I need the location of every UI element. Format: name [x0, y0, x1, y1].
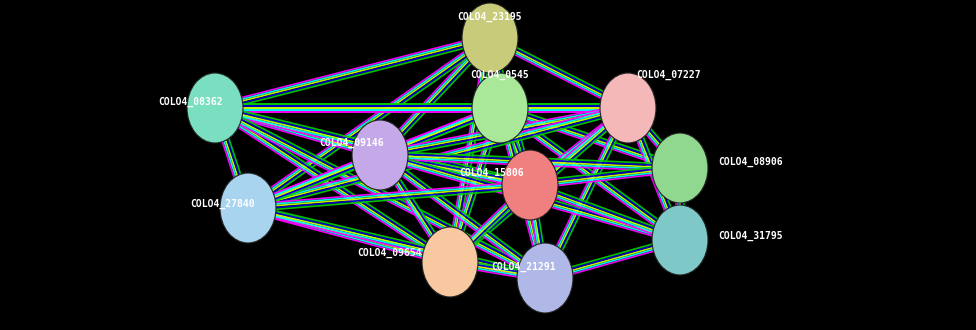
Text: COLO4_07227: COLO4_07227	[636, 70, 701, 80]
Ellipse shape	[517, 243, 573, 313]
Ellipse shape	[462, 3, 518, 73]
Ellipse shape	[422, 227, 478, 297]
Text: COLO4_09146: COLO4_09146	[320, 138, 385, 148]
Text: COLO4_23195: COLO4_23195	[458, 12, 522, 22]
Ellipse shape	[600, 73, 656, 143]
Text: COLO4_09654: COLO4_09654	[357, 248, 423, 258]
Ellipse shape	[472, 73, 528, 143]
Text: COLO4_08906: COLO4_08906	[718, 157, 783, 167]
Text: COLO4_27840: COLO4_27840	[190, 199, 255, 209]
Ellipse shape	[220, 173, 276, 243]
Text: COLO4_08362: COLO4_08362	[158, 97, 223, 107]
Ellipse shape	[502, 150, 558, 220]
Text: COLO4_0545: COLO4_0545	[470, 70, 529, 80]
Text: COLO4_31795: COLO4_31795	[718, 231, 783, 241]
Ellipse shape	[352, 120, 408, 190]
Ellipse shape	[187, 73, 243, 143]
Text: COLO4_21291: COLO4_21291	[492, 262, 556, 272]
Text: COLO4_15806: COLO4_15806	[460, 168, 524, 178]
Ellipse shape	[652, 133, 708, 203]
Ellipse shape	[652, 205, 708, 275]
